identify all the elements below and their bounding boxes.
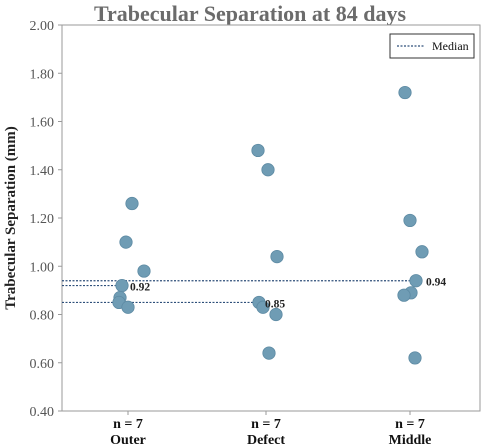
y-tick-label: 0.80 <box>30 309 55 324</box>
data-point <box>262 346 276 360</box>
data-point <box>409 274 423 288</box>
data-point <box>269 307 283 322</box>
y-tick-label: 1.40 <box>30 164 55 179</box>
median-value-label: 0.94 <box>426 277 446 289</box>
data-point <box>115 278 129 293</box>
x-n-label: n = 7 <box>395 417 425 432</box>
x-category-label: Defect <box>247 433 285 448</box>
x-n-label: n = 7 <box>251 417 281 432</box>
x-category-label: Middle <box>389 433 432 448</box>
data-points: 0.92 0.85 0.94 <box>112 85 446 365</box>
y-tick-label: 1.00 <box>30 260 55 275</box>
y-tick-label: 0.40 <box>30 405 55 420</box>
median-value-label: 0.92 <box>130 282 150 294</box>
legend: Median <box>389 33 475 59</box>
median-value-label: 0.85 <box>265 298 285 310</box>
data-point <box>408 351 422 365</box>
data-point <box>121 300 135 314</box>
data-point <box>119 235 133 249</box>
x-category-label: Outer <box>110 433 146 448</box>
data-point <box>270 250 284 264</box>
y-tick-label: 0.60 <box>30 357 55 372</box>
data-point <box>137 264 151 278</box>
data-point <box>251 143 265 158</box>
data-point <box>415 245 429 259</box>
data-point <box>125 196 139 211</box>
data-point <box>398 85 412 100</box>
y-tick-label: 1.20 <box>30 212 55 227</box>
legend-label: Median <box>432 39 469 53</box>
y-tick-label: 1.60 <box>30 116 55 131</box>
y-tick-label: 1.80 <box>30 67 55 82</box>
x-n-label: n = 7 <box>113 417 143 432</box>
chart-title: Trabecular Separation at 84 days <box>94 1 407 26</box>
data-point <box>256 300 270 314</box>
y-tick-label: 2.00 <box>30 19 55 34</box>
data-point <box>403 213 417 228</box>
data-point <box>397 288 411 302</box>
data-point <box>261 163 275 177</box>
y-axis: 0.40 0.60 0.80 1.00 1.20 1.40 1.60 1.80 2.00 <box>30 19 62 420</box>
y-axis-label: Trabecular Separation (mm) <box>3 126 19 310</box>
